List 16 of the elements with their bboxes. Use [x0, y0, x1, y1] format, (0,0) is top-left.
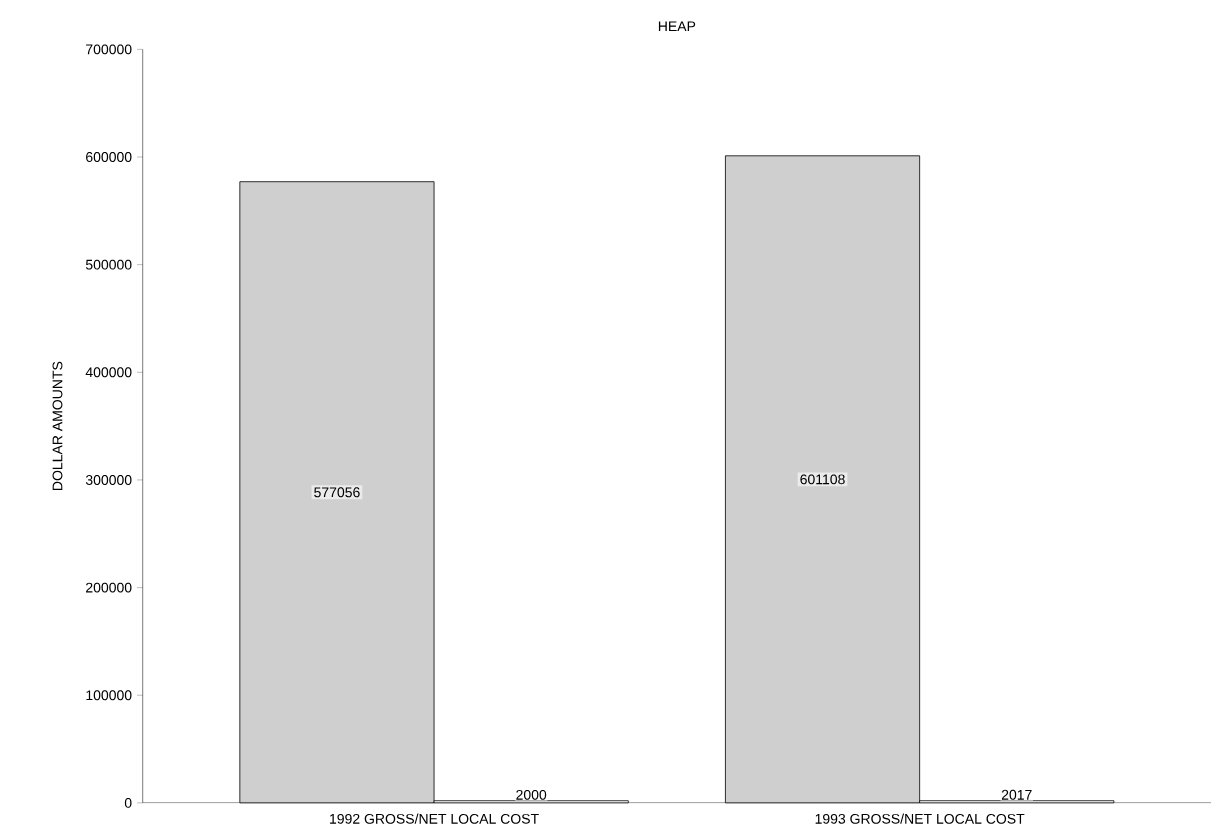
y-tick-label: 0 [124, 798, 132, 809]
y-tick-label: 300000 [85, 475, 132, 486]
data-label: 601108 [800, 474, 845, 485]
chart-title: HEAP [658, 21, 696, 32]
y-tick-label: 400000 [85, 367, 132, 378]
y-tick-label: 200000 [86, 582, 132, 593]
x-tick-label: 1993 GROSS/NET LOCAL COST [815, 813, 1025, 825]
y-tick-label: 100000 [86, 690, 132, 701]
data-label: 2017 [1001, 790, 1032, 800]
y-tick-label: 500000 [85, 259, 132, 270]
y-tick-label: 600000 [86, 152, 132, 163]
x-tick-label: 1992 GROSS/NET LOCAL COST [330, 813, 539, 825]
data-label: 2000 [516, 790, 547, 801]
data-label: 577056 [314, 487, 360, 498]
y-axis-title: DOLLAR AMOUNTS [52, 362, 63, 491]
y-tick-label: 700000 [86, 44, 132, 55]
